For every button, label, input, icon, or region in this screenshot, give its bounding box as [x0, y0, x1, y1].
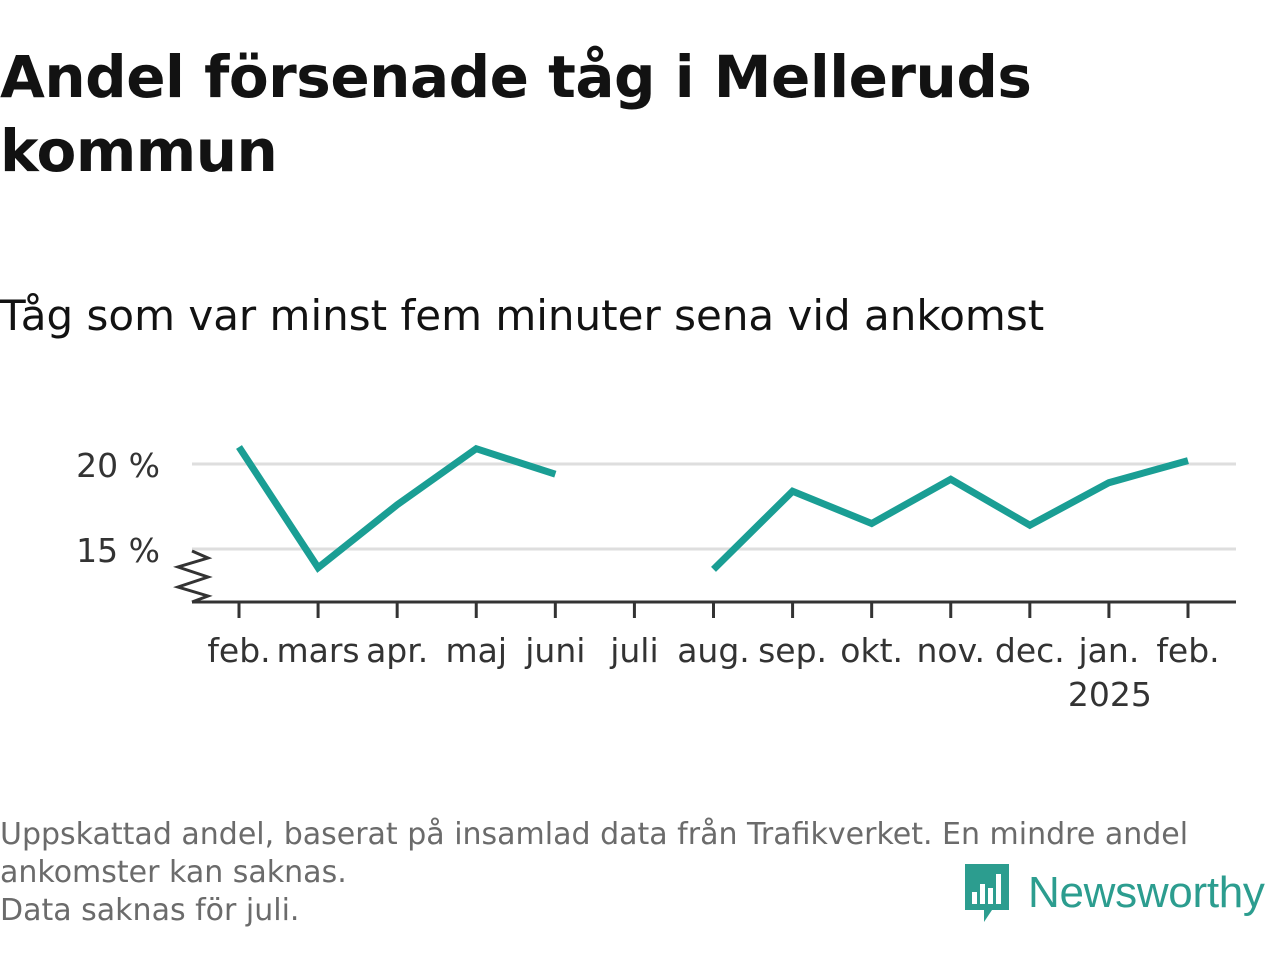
footnote-source: Uppskattad andel, baserat på insamlad da…	[0, 817, 1198, 890]
series-line	[711, 457, 1189, 572]
x-tick-label: feb.	[207, 631, 270, 670]
x-tick-label: jan.	[1078, 631, 1140, 670]
footnote-missing-data: Data saknas för juli.	[0, 893, 300, 928]
brand-name: Newsworthy	[1028, 868, 1265, 917]
x-tick-label: juni	[524, 631, 585, 670]
x-tick-label: dec.	[995, 631, 1065, 670]
series-line	[236, 444, 557, 573]
x-tick-label: okt.	[840, 631, 903, 670]
newsworthy-logo-icon	[965, 864, 1009, 922]
y-tick-label: 20 %	[76, 446, 160, 485]
footnote: Uppskattad andel, baserat på insamlad da…	[0, 816, 1270, 930]
x-tick-label: mars	[277, 631, 360, 670]
y-tick-label: 15 %	[76, 531, 160, 570]
chart-title: Andel försenade tåg i Melleruds kommun	[0, 43, 1032, 185]
chart-subtitle: Tåg som var minst fem minuter sena vid a…	[0, 291, 1045, 340]
y-axis-break-icon	[173, 549, 213, 604]
brand-logo: Newsworthy	[962, 862, 1265, 924]
x-year-label: 2025	[1068, 675, 1152, 714]
x-tick-label: aug.	[677, 631, 750, 670]
x-tick-label: feb.	[1156, 631, 1219, 670]
x-tick-label: sep.	[758, 631, 827, 670]
x-tick-label: juli	[609, 631, 658, 670]
x-tick-label: maj	[445, 631, 507, 670]
x-tick-label: nov.	[916, 631, 985, 670]
x-tick-label: apr.	[366, 631, 428, 670]
